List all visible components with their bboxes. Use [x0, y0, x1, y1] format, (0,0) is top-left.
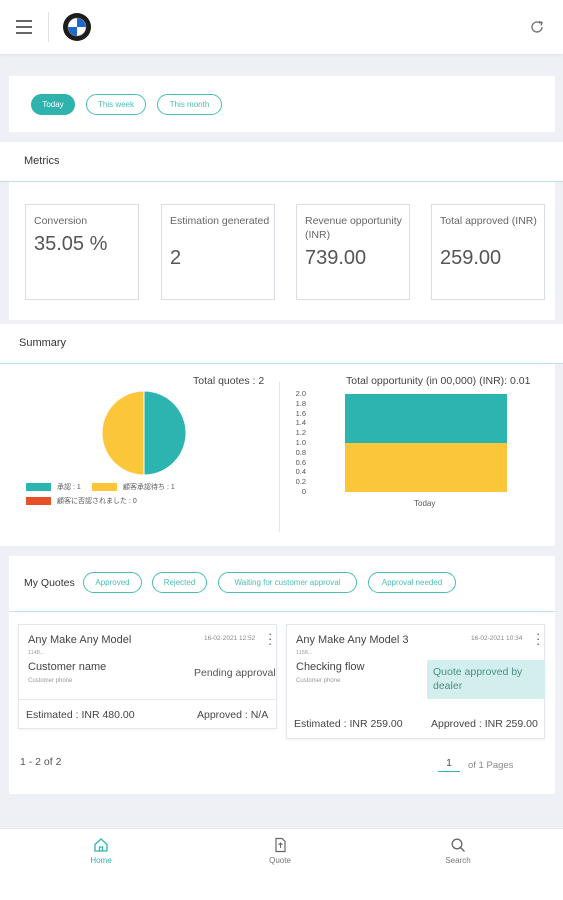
- quote-customer-name: Customer name: [28, 661, 107, 673]
- y-tick-label: 1.4: [295, 418, 306, 428]
- metric-total-approved: Total approved (INR) 259.00: [431, 204, 545, 300]
- quote-approved: Approved : N/A: [197, 709, 269, 721]
- y-tick-label: 1.0: [295, 438, 306, 447]
- quote-id: 1148...: [28, 650, 45, 656]
- quote-filter-rejected[interactable]: Rejected: [152, 572, 207, 593]
- metric-value: 259.00: [440, 247, 502, 269]
- metric-value: 2: [170, 247, 182, 269]
- quote-id: 1158...: [296, 650, 313, 656]
- y-tick-label: 1.8: [295, 398, 306, 408]
- summary-panel: Total quotes : 2 承認 : 1 顧客承認待ち : 1 顧客に否認…: [0, 364, 555, 546]
- quote-estimated: Estimated : INR 259.00: [294, 718, 403, 730]
- metric-conversion: Conversion 35.05 %: [25, 204, 139, 300]
- total-quotes-label: Total quotes : 2: [193, 375, 265, 387]
- quote-model: Any Make Any Model 3: [296, 634, 409, 646]
- more-options-icon[interactable]: · · ·: [268, 626, 273, 651]
- logo-divider: [48, 12, 49, 42]
- metric-label: Total approved (INR): [440, 215, 537, 227]
- my-quotes-header: My Quotes Approved Rejected Waiting for …: [9, 556, 555, 612]
- bmw-logo-icon: [63, 13, 91, 41]
- metric-revenue-opportunity: Revenue opportunity (INR) 739.00: [296, 204, 410, 300]
- opportunity-bar-chart: [345, 394, 507, 492]
- my-quotes-title: My Quotes: [24, 577, 75, 589]
- legend-label: 承認 : 1: [57, 484, 81, 491]
- summary-title: Summary: [19, 337, 67, 349]
- my-quotes-panel: Any Make Any Model 16-02-2021 12:52 · · · …: [9, 612, 555, 794]
- nav-label: Home: [90, 856, 112, 865]
- y-tick-label: 2.0: [295, 389, 306, 398]
- metrics-title: Metrics: [24, 155, 60, 167]
- filter-today-chip[interactable]: Today: [31, 94, 75, 115]
- search-icon: [451, 838, 465, 852]
- filter-this-week-chip[interactable]: This week: [86, 94, 146, 115]
- more-options-icon[interactable]: · · ·: [536, 626, 541, 651]
- pie-slice: [101, 390, 145, 476]
- y-tick-label: 0.8: [295, 447, 306, 457]
- filter-this-month-chip[interactable]: This month: [157, 94, 222, 115]
- date-filter-card: Today This week This month: [9, 76, 555, 132]
- y-tick-label: 0.4: [295, 467, 306, 477]
- metric-value: 739.00: [305, 247, 367, 269]
- refresh-icon[interactable]: [529, 19, 545, 35]
- quote-date: 16-02-2021 10:34: [471, 635, 523, 642]
- y-tick-label: 1.6: [295, 408, 306, 418]
- quote-customer-phone: Customer phone: [296, 678, 341, 684]
- quote-status-badge: Quote approved by dealer: [427, 660, 545, 699]
- legend-rejected: 顧客に否認されました : 0: [26, 496, 137, 506]
- quote-filter-approval-needed[interactable]: Approval needed: [368, 572, 456, 593]
- quotes-pie-chart: [101, 390, 187, 476]
- quote-card[interactable]: Any Make Any Model 16-02-2021 12:52 · · · …: [18, 624, 277, 729]
- pie-slice: [143, 390, 187, 476]
- pagination-range: 1 - 2 of 2: [20, 756, 62, 768]
- hamburger-menu-icon[interactable]: [16, 20, 32, 34]
- metric-value: 35.05 %: [34, 233, 108, 255]
- page-count: of 1 Pages: [468, 760, 514, 771]
- top-app-bar: [0, 0, 563, 54]
- divider: [19, 699, 276, 700]
- metrics-panel: Conversion 35.05 % Estimation generated …: [9, 182, 555, 320]
- y-tick-label: 0.6: [295, 457, 306, 467]
- legend-swatch: [92, 483, 117, 492]
- quote-document-icon: [275, 837, 286, 853]
- bar-segment: [345, 443, 507, 492]
- bar-x-tick-label: Today: [414, 499, 436, 508]
- y-tick-label: 0: [301, 487, 306, 496]
- legend-swatch: [26, 483, 51, 492]
- legend-label: 顧客承認待ち : 1: [123, 484, 175, 491]
- legend-approved: 承認 : 1: [26, 482, 81, 492]
- quote-model: Any Make Any Model: [28, 634, 132, 646]
- home-icon: [94, 838, 108, 852]
- page-number-input[interactable]: 1: [438, 758, 460, 772]
- nav-label: Search: [445, 856, 471, 865]
- summary-header: Summary: [0, 324, 563, 364]
- quote-filter-approved[interactable]: Approved: [83, 572, 142, 593]
- quote-estimated: Estimated : INR 480.00: [26, 709, 135, 721]
- chart-divider: [279, 382, 280, 532]
- metric-label: Estimation generated: [170, 215, 270, 227]
- quote-date: 16-02-2021 12:52: [204, 635, 256, 642]
- legend-waiting: 顧客承認待ち : 1: [92, 482, 175, 492]
- quote-customer-name: Checking flow: [296, 661, 365, 673]
- bottom-navigation: Home Quote Search: [0, 828, 563, 900]
- legend-swatch: [26, 497, 51, 506]
- nav-quote[interactable]: Quote: [250, 837, 310, 865]
- metric-label: Revenue opportunity (INR): [305, 215, 402, 241]
- nav-label: Quote: [269, 856, 291, 865]
- quote-approved: Approved : INR 259.00: [431, 718, 538, 730]
- quote-card[interactable]: Any Make Any Model 3 16-02-2021 10:34 · ·…: [286, 624, 545, 739]
- metric-estimation-generated: Estimation generated 2: [161, 204, 275, 300]
- quote-filter-waiting[interactable]: Waiting for customer approval: [218, 572, 357, 593]
- legend-label: 顧客に否認されました : 0: [57, 498, 137, 505]
- nav-home[interactable]: Home: [71, 837, 131, 865]
- total-opportunity-label: Total opportunity (in 00,000) (INR): 0.0…: [346, 375, 531, 387]
- nav-search[interactable]: Search: [428, 837, 488, 865]
- metrics-header: Metrics: [0, 142, 563, 182]
- y-tick-label: 0.2: [295, 477, 306, 487]
- quote-status: Pending approval: [194, 667, 276, 679]
- y-tick-label: 1.2: [295, 428, 306, 438]
- metric-label: Conversion: [34, 215, 88, 227]
- bar-segment: [345, 394, 507, 443]
- quote-customer-phone: Customer phone: [28, 678, 73, 684]
